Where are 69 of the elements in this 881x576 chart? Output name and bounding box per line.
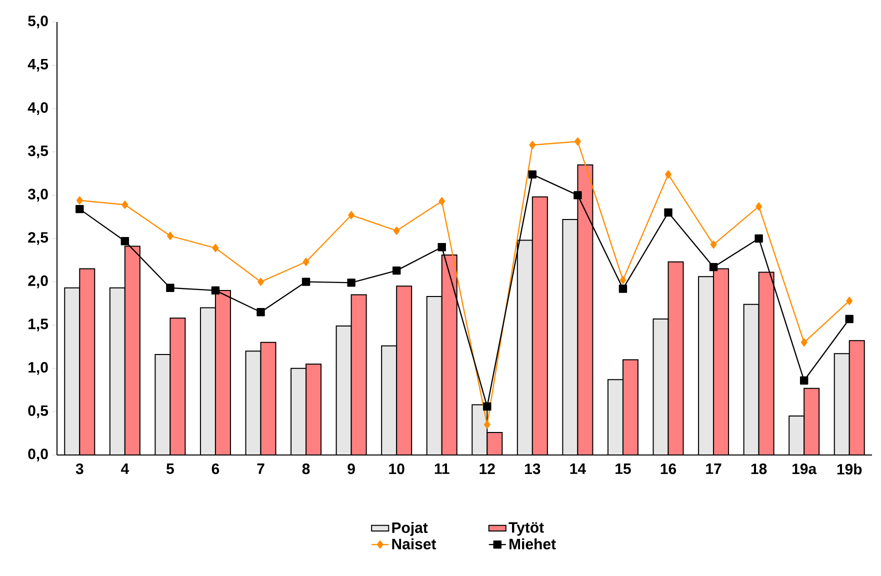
x-tick-label: 11 [434, 464, 450, 474]
legend-label: Tytöt [508, 522, 544, 536]
point [258, 278, 264, 286]
point [212, 244, 219, 252]
point [302, 278, 310, 286]
legend-label: Miehet [510, 538, 556, 550]
point [618, 284, 628, 293]
point [756, 202, 762, 211]
y-tick-label: 3,5 [28, 146, 48, 158]
x-tick-label: 9 [348, 464, 355, 474]
point [166, 284, 174, 292]
point [845, 314, 854, 324]
point [120, 237, 130, 246]
x-tick-label: 3 [76, 464, 84, 474]
point [484, 420, 490, 429]
legend-label: Naiset [392, 538, 436, 550]
y-tick-label: 3,0 [28, 188, 48, 202]
x-tick-label: 8 [302, 464, 310, 474]
y-tick-label: 0,5 [28, 405, 48, 418]
point [166, 232, 174, 240]
point [709, 262, 718, 272]
x-tick-label: 5 [166, 464, 174, 474]
point [438, 197, 446, 206]
x-tick-label: 7 [257, 464, 264, 474]
y-tick-label: 2,5 [28, 232, 48, 245]
y-tick-label: 1,5 [28, 318, 48, 332]
legend-label: Pojat [392, 522, 428, 536]
point [664, 208, 672, 217]
y-tick-label: 4,5 [28, 58, 48, 72]
point [438, 243, 446, 252]
point [846, 296, 853, 305]
point [76, 196, 83, 204]
x-tick-label: 15 [616, 464, 631, 474]
point [754, 234, 763, 243]
point [483, 402, 492, 411]
y-tick-label: 5,0 [28, 16, 48, 28]
point [528, 170, 537, 179]
x-tick-label: 14 [570, 464, 586, 474]
point [211, 286, 220, 295]
point [574, 191, 582, 200]
point [529, 140, 536, 150]
point [76, 204, 84, 214]
y-tick-label: 4,0 [28, 102, 48, 115]
y-tick-label: 2,0 [28, 275, 48, 288]
x-tick-label: 13 [525, 464, 540, 474]
point [393, 226, 400, 235]
x-tick-label: 6 [212, 464, 220, 474]
y-tick-label: 1,0 [28, 362, 48, 375]
point [302, 258, 310, 266]
x-tick-label: 17 [706, 464, 722, 474]
point [256, 308, 265, 316]
x-tick-label: 19a [792, 464, 817, 474]
point [347, 278, 356, 287]
point [665, 170, 672, 179]
x-tick-label: 4 [120, 464, 130, 474]
point [800, 376, 808, 385]
point [574, 137, 581, 146]
y-tick-label: 0,0 [28, 448, 48, 462]
x-tick-label: 12 [480, 464, 495, 474]
x-tick-label: 16 [660, 464, 676, 474]
x-tick-label: 19b [837, 464, 862, 475]
point [710, 240, 717, 249]
x-tick-label: 18 [751, 464, 767, 474]
x-tick-label: 10 [389, 464, 404, 474]
point [122, 200, 128, 209]
point [800, 338, 808, 347]
point [348, 211, 355, 220]
point [392, 266, 401, 275]
point [620, 276, 626, 284]
